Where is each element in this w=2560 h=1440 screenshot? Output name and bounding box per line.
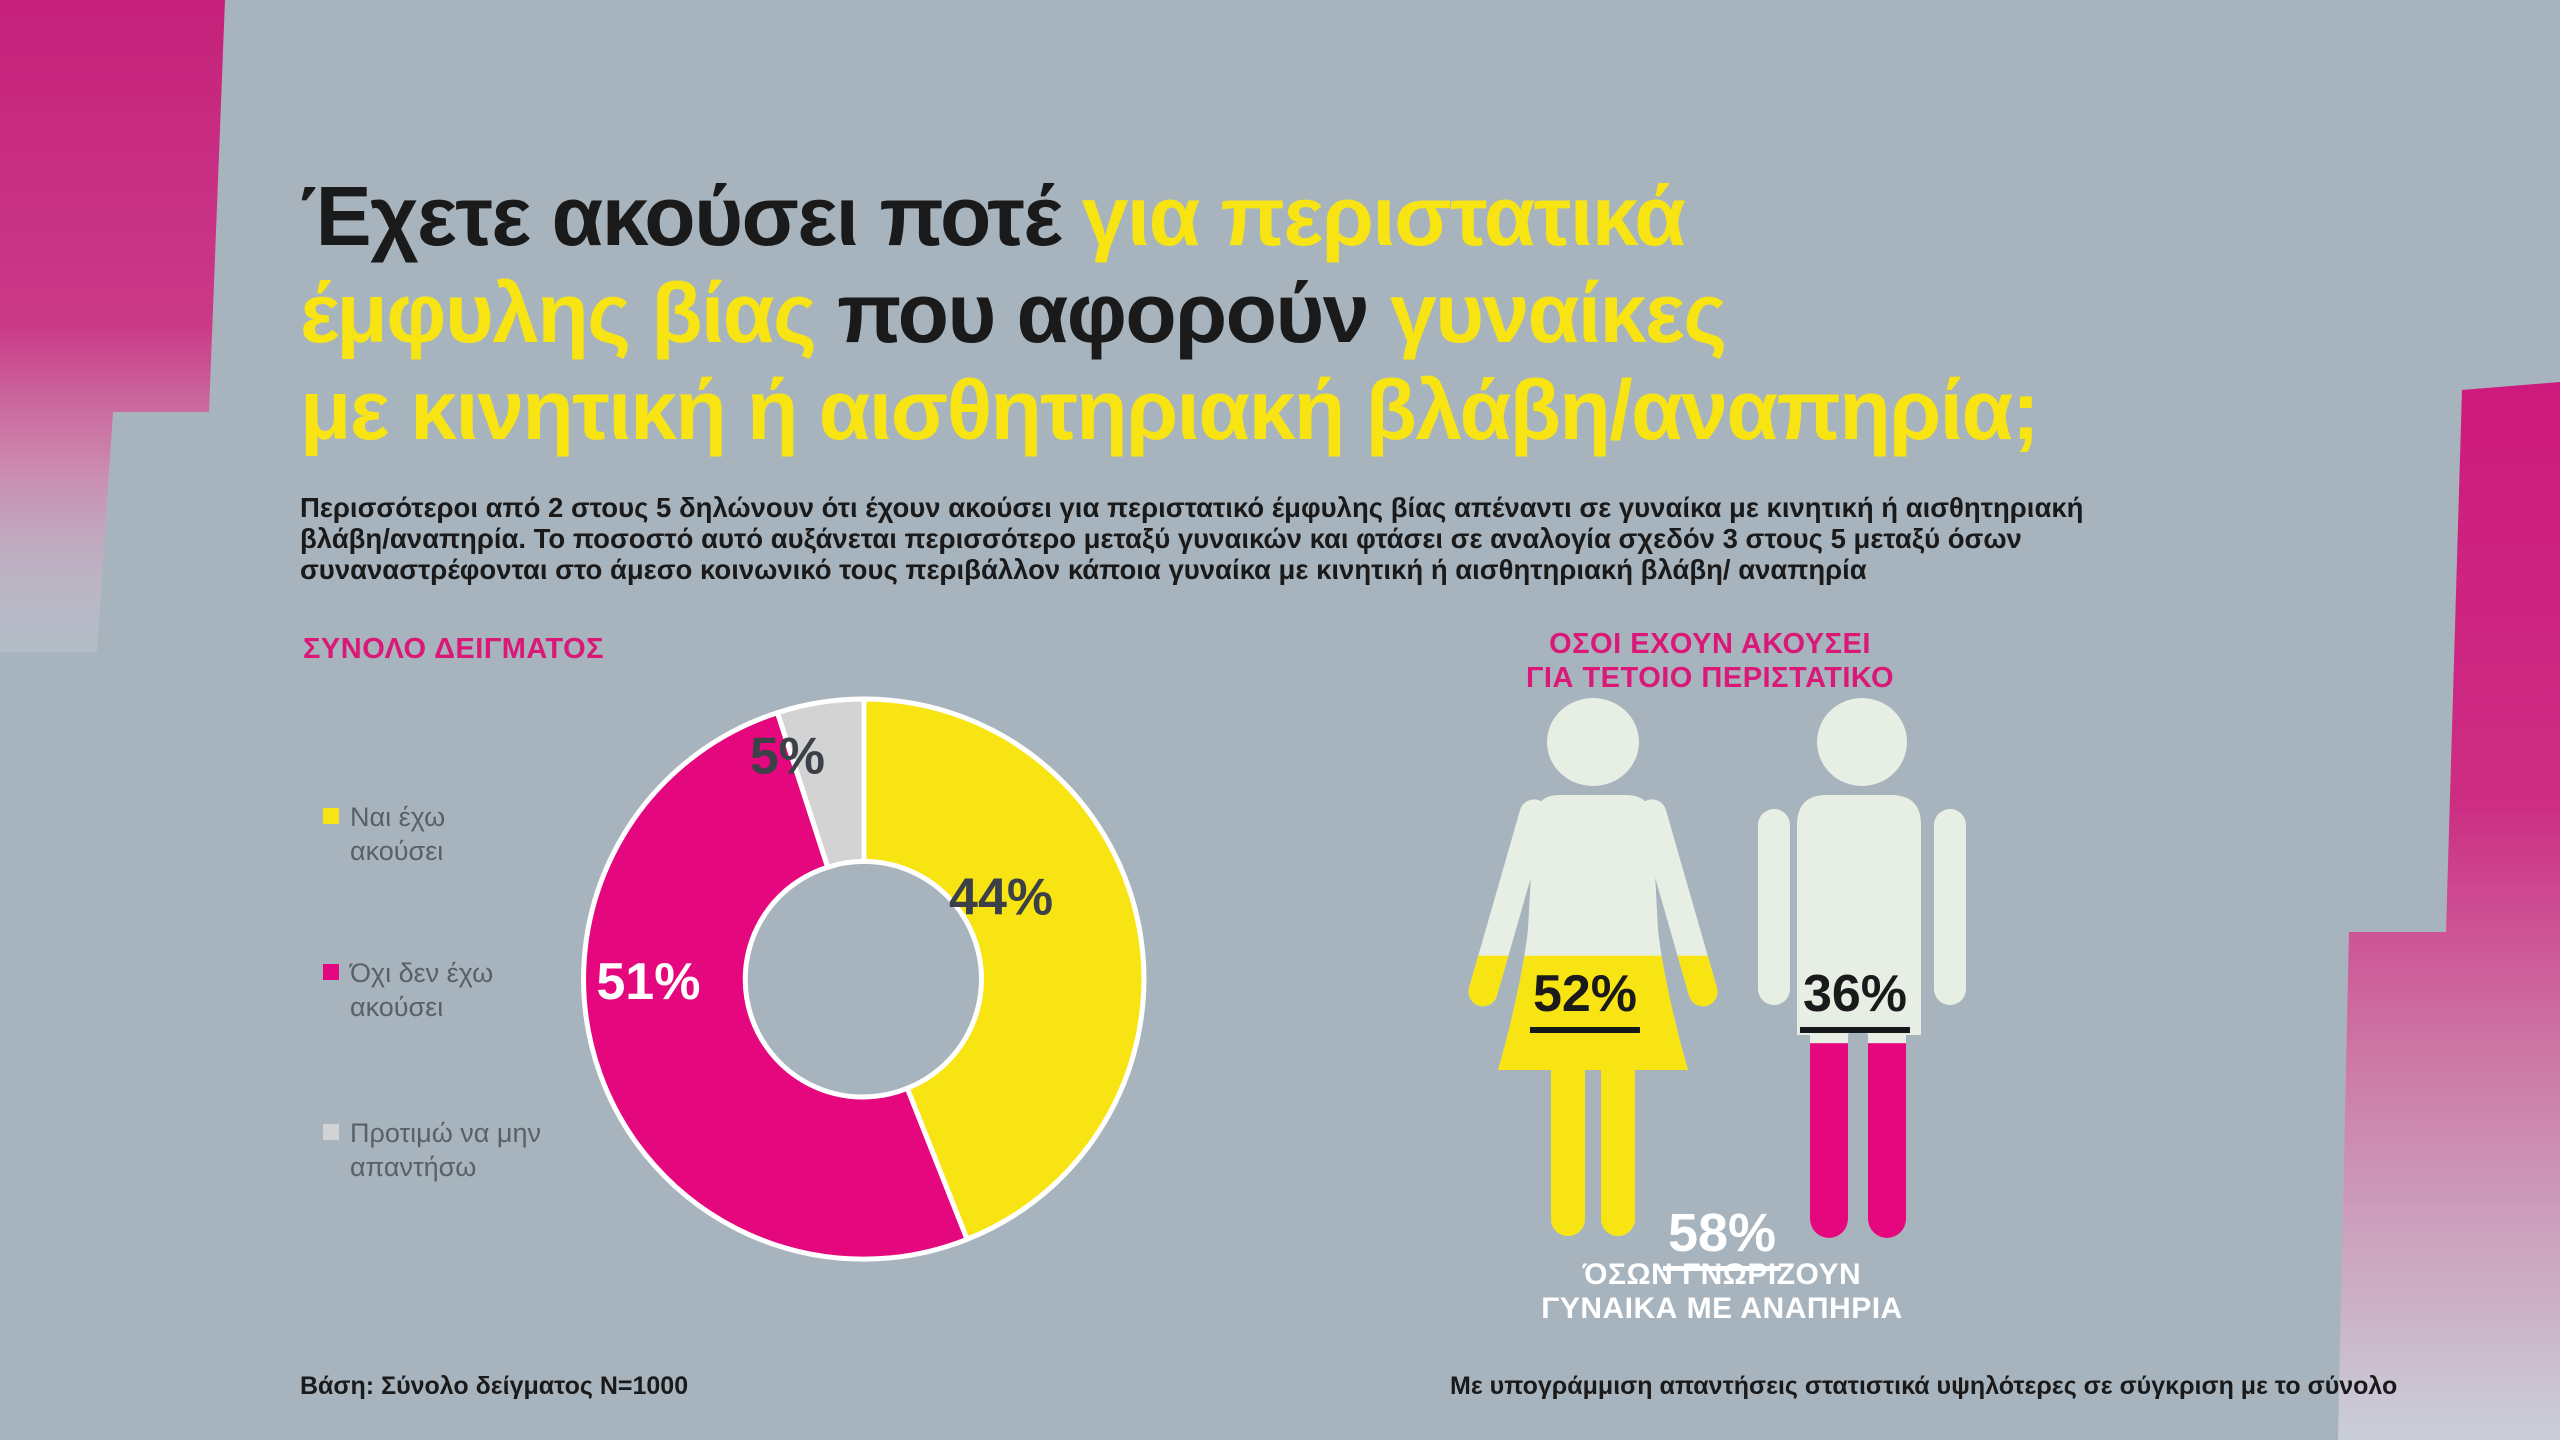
legend-item-2: Προτιμώ να μην απαντήσω (323, 1116, 541, 1184)
footnote-underline-note: Με υπογράμμιση απαντήσεις στατιστικά υψη… (1450, 1372, 2398, 1400)
donut-slice-2 (775, 696, 867, 870)
legend-swatch-1 (323, 964, 339, 980)
legend-label-1: Όχι δεν έχω ακούσει (350, 958, 494, 1022)
female-legs-gap (1585, 1074, 1601, 1236)
left-decor-shape (0, 0, 225, 652)
title-segment: έμφυλης βίας (300, 266, 838, 360)
female-figure-icon (1465, 698, 1721, 1236)
donut-value-label-0: 44% (949, 868, 1053, 926)
subtitle: Περισσότεροι από 2 στους 5 δηλώνουν ότι … (300, 492, 2084, 585)
donut-value-label-1: 51% (596, 953, 700, 1011)
donut-chart: 44% 51% 5% (581, 696, 1147, 1262)
legend-swatch-2 (323, 1124, 339, 1140)
donut-slice-0 (861, 696, 1147, 1242)
donut-chart-title: ΣΥΝΟΛΟ ΔΕΙΓΜΑΤΟΣ (303, 633, 605, 665)
male-percentage-label: 36% (1799, 964, 1911, 1033)
legend-item-0: Ναι έχω ακούσει (323, 800, 445, 868)
legend-item-1: Όχι δεν έχω ακούσει (323, 956, 493, 1024)
note-percentage-label: 58% (1662, 1202, 1782, 1271)
title-segment: γυναίκες (1389, 266, 1727, 360)
legend-swatch-0 (323, 808, 339, 824)
legend-label-2: Προτιμώ να μην απαντήσω (350, 1118, 541, 1182)
donut-slice-1 (581, 710, 970, 1262)
footnote-base: Βάση: Σύνολο δείγματος N=1000 (300, 1372, 689, 1400)
title-segment: που αφορούν (837, 266, 1390, 360)
legend-label-0: Ναι έχω ακούσει (350, 802, 446, 866)
male-legs-gap (1848, 1027, 1868, 1238)
male-figure-icon (1758, 698, 1966, 1238)
female-percentage-label: 52% (1529, 964, 1641, 1033)
title-segment: για περιστατικά (1081, 169, 1686, 263)
donut-value-label-2: 5% (750, 728, 825, 786)
pictogram-title: ΟΣΟΙ ΕΧΟΥΝ ΑΚΟΥΣΕΙ ΓΙΑ ΤΕΤΟΙΟ ΠΕΡΙΣΤΑΤΙΚ… (1525, 628, 1895, 694)
title-segment: Έχετε ακούσει ποτέ (300, 169, 1082, 263)
note-caption: ΌΣΩΝ ΓΝΩΡΙΖΟΥΝ ΓΥΝΑΙΚΑ ΜΕ ΑΝΑΠΗΡΙΑ (1541, 1258, 1903, 1325)
title-segment: με κινητική ή αισθητηριακή βλάβη/αναπηρί… (300, 363, 2040, 457)
page-title: Έχετε ακούσει ποτέ για περιστατικά έμφυλ… (300, 168, 2040, 459)
